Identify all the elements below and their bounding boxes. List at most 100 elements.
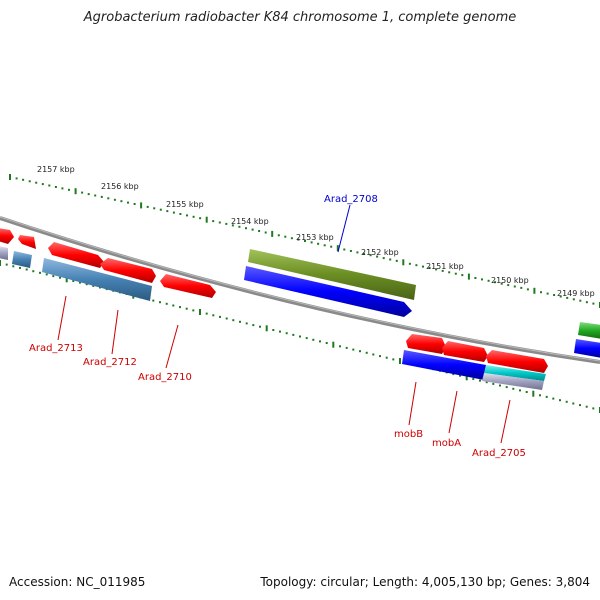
minor-tick	[325, 342, 328, 344]
gene-label-arad-2710[interactable]: Arad_2710	[138, 372, 192, 383]
minor-tick	[12, 265, 15, 268]
gene-arrow[interactable]	[18, 235, 36, 249]
minor-tick	[343, 248, 346, 251]
scale-label: 2155 kbp	[166, 200, 204, 209]
major-tick	[467, 273, 470, 280]
minor-tick	[45, 273, 48, 276]
gene-arrow[interactable]	[100, 258, 156, 283]
minor-tick	[239, 320, 241, 323]
minor-tick	[479, 379, 481, 382]
minor-tick	[205, 312, 208, 315]
gene-bar[interactable]	[0, 246, 8, 260]
minor-tick	[199, 217, 202, 220]
gene-label-arad-2705[interactable]: Arad_2705	[472, 448, 526, 459]
minor-tick	[304, 240, 306, 242]
minor-tick	[232, 319, 235, 322]
minor-tick	[546, 292, 549, 295]
major-tick	[465, 374, 468, 381]
minor-tick	[585, 405, 588, 408]
minor-tick	[319, 340, 321, 343]
minor-tick	[218, 221, 221, 224]
minor-tick	[452, 373, 455, 376]
minor-tick	[579, 299, 582, 302]
accession-label: Accession: NC_011985	[9, 575, 146, 589]
gene-arrow[interactable]	[406, 334, 446, 354]
minor-tick	[252, 324, 255, 327]
minor-tick	[349, 250, 352, 252]
minor-tick	[277, 234, 280, 237]
gene-bar[interactable]	[484, 365, 546, 381]
gene-bar[interactable]	[12, 251, 32, 268]
gene-label-arad-2712[interactable]: Arad_2712	[83, 357, 137, 368]
major-tick	[271, 230, 274, 237]
minor-tick	[545, 395, 548, 398]
minor-tick	[415, 264, 418, 267]
major-tick	[533, 287, 536, 294]
gene-arrow[interactable]	[486, 350, 548, 373]
minor-tick	[376, 255, 379, 258]
gene-arrow[interactable]	[244, 266, 412, 317]
gene-label-moba[interactable]: mobA	[432, 438, 461, 449]
minor-tick	[507, 284, 510, 287]
minor-tick	[159, 208, 162, 211]
gene-label-mobb[interactable]: mobB	[394, 429, 423, 440]
minor-tick	[553, 294, 556, 296]
minor-tick	[441, 269, 444, 272]
map-title: Agrobacterium radiobacter K84 chromosome…	[83, 10, 517, 25]
minor-tick	[48, 184, 51, 187]
scale-label: 2149 kbp	[557, 289, 595, 298]
minor-tick	[231, 224, 234, 227]
minor-tick	[41, 183, 44, 186]
minor-tick	[113, 198, 116, 201]
minor-tick	[500, 282, 503, 285]
scale-label: 2152 kbp	[361, 248, 399, 257]
minor-tick	[369, 254, 372, 257]
minor-tick	[422, 265, 424, 268]
gene-bar[interactable]	[402, 350, 486, 380]
gene-arrow[interactable]	[160, 274, 216, 298]
minor-tick	[526, 288, 529, 291]
genome-summary: Topology: circular; Length: 4,005,130 bp…	[260, 575, 590, 589]
gene-arrow[interactable]	[48, 242, 104, 268]
scale-label: 2156 kbp	[101, 182, 139, 191]
minor-tick	[492, 382, 495, 385]
gene-bar[interactable]	[42, 258, 152, 301]
upper-tick-row	[9, 174, 600, 308]
minor-tick	[461, 274, 464, 277]
minor-tick	[395, 259, 398, 262]
minor-tick	[87, 193, 90, 196]
gene-arrow[interactable]	[0, 228, 14, 244]
minor-tick	[297, 238, 300, 241]
leader-line	[448, 390, 458, 434]
minor-tick	[179, 213, 182, 215]
minor-tick	[372, 353, 375, 356]
gene-arrow[interactable]	[574, 339, 600, 358]
gene-label-arad-2713[interactable]: Arad_2713	[29, 343, 83, 354]
minor-tick	[339, 345, 341, 348]
gene-bar[interactable]	[482, 373, 544, 390]
gene-arrow[interactable]	[442, 341, 488, 362]
minor-tick	[238, 225, 241, 228]
minor-tick	[559, 399, 561, 402]
gene-labels: Arad_2708 Arad_2713 Arad_2712 Arad_2710 …	[29, 194, 526, 459]
minor-tick	[389, 258, 392, 261]
leader-line	[111, 309, 119, 355]
gene-arrow[interactable]	[578, 322, 600, 339]
minor-tick	[25, 268, 28, 271]
minor-tick	[192, 309, 195, 312]
minor-tick	[359, 350, 361, 353]
minor-tick	[459, 374, 461, 377]
minor-tick	[323, 244, 326, 247]
minor-tick	[272, 329, 275, 331]
minor-tick	[54, 186, 57, 188]
minor-tick	[285, 332, 288, 335]
minor-tick	[152, 299, 155, 302]
leader-line	[500, 399, 511, 444]
gene-bar-arad-2708[interactable]	[248, 249, 416, 300]
minor-tick	[317, 242, 320, 245]
minor-tick	[85, 283, 88, 286]
gene-label-arad-2708[interactable]: Arad_2708	[324, 194, 378, 205]
minor-tick	[345, 346, 348, 349]
minor-tick	[172, 211, 175, 214]
